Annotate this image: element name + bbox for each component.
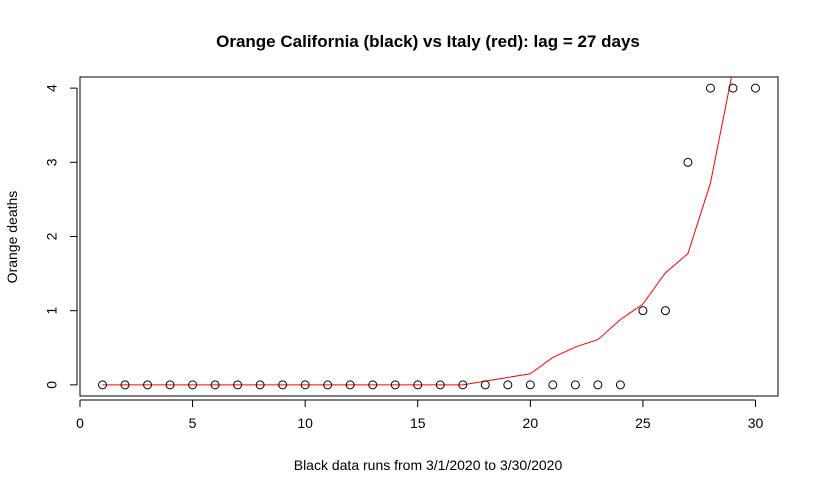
scatter-point bbox=[525, 380, 535, 390]
x-tick-label: 15 bbox=[410, 415, 426, 431]
scatter-point bbox=[615, 380, 625, 390]
scatter-point bbox=[458, 380, 468, 390]
x-tick-label: 25 bbox=[635, 415, 651, 431]
y-axis-label: Orange deaths bbox=[4, 191, 20, 284]
x-tick-label: 0 bbox=[76, 415, 84, 431]
scatter-point bbox=[345, 380, 355, 390]
scatter-point bbox=[143, 380, 153, 390]
scatter-point bbox=[165, 380, 175, 390]
scatter-point bbox=[503, 380, 513, 390]
series-line-red bbox=[102, 77, 733, 386]
y-tick-label: 4 bbox=[44, 84, 60, 92]
scatter-point bbox=[705, 83, 715, 93]
scatter-point bbox=[300, 380, 310, 390]
plot-frame bbox=[79, 76, 779, 397]
scatter-point bbox=[660, 306, 670, 316]
scatter-point bbox=[233, 380, 243, 390]
scatter-point bbox=[728, 83, 738, 93]
y-tick-label: 3 bbox=[44, 158, 60, 166]
x-tick-label: 20 bbox=[523, 415, 539, 431]
x-tick-label: 5 bbox=[189, 415, 197, 431]
scatter-point bbox=[548, 380, 558, 390]
scatter-point bbox=[570, 380, 580, 390]
x-tick-label: 10 bbox=[297, 415, 313, 431]
scatter-point bbox=[278, 380, 288, 390]
scatter-point bbox=[98, 380, 108, 390]
y-tick-label: 0 bbox=[44, 381, 60, 389]
scatter-point bbox=[683, 157, 693, 167]
y-tick-label: 2 bbox=[44, 232, 60, 240]
scatter-point bbox=[413, 380, 423, 390]
y-axis: 0 1 2 3 4 bbox=[44, 84, 78, 389]
x-axis: 0 5 10 15 20 25 30 bbox=[76, 399, 764, 431]
scatter-point bbox=[323, 380, 333, 390]
scatter-point bbox=[120, 380, 130, 390]
x-tick-label: 30 bbox=[748, 415, 764, 431]
scatter-point bbox=[638, 306, 648, 316]
scatter-point bbox=[435, 380, 445, 390]
scatter-point bbox=[368, 380, 378, 390]
scatter-point bbox=[750, 83, 760, 93]
y-tick-label: 1 bbox=[44, 307, 60, 315]
scatter-point bbox=[255, 380, 265, 390]
plot-area bbox=[102, 77, 733, 386]
scatter-point bbox=[593, 380, 603, 390]
scatter-point bbox=[188, 380, 198, 390]
scatter-point bbox=[390, 380, 400, 390]
chart-title: Orange California (black) vs Italy (red)… bbox=[216, 32, 640, 51]
scatter-point bbox=[480, 380, 490, 390]
scatter-point bbox=[210, 380, 220, 390]
scatter-points bbox=[98, 83, 760, 390]
x-axis-label: Black data runs from 3/1/2020 to 3/30/20… bbox=[294, 457, 563, 473]
